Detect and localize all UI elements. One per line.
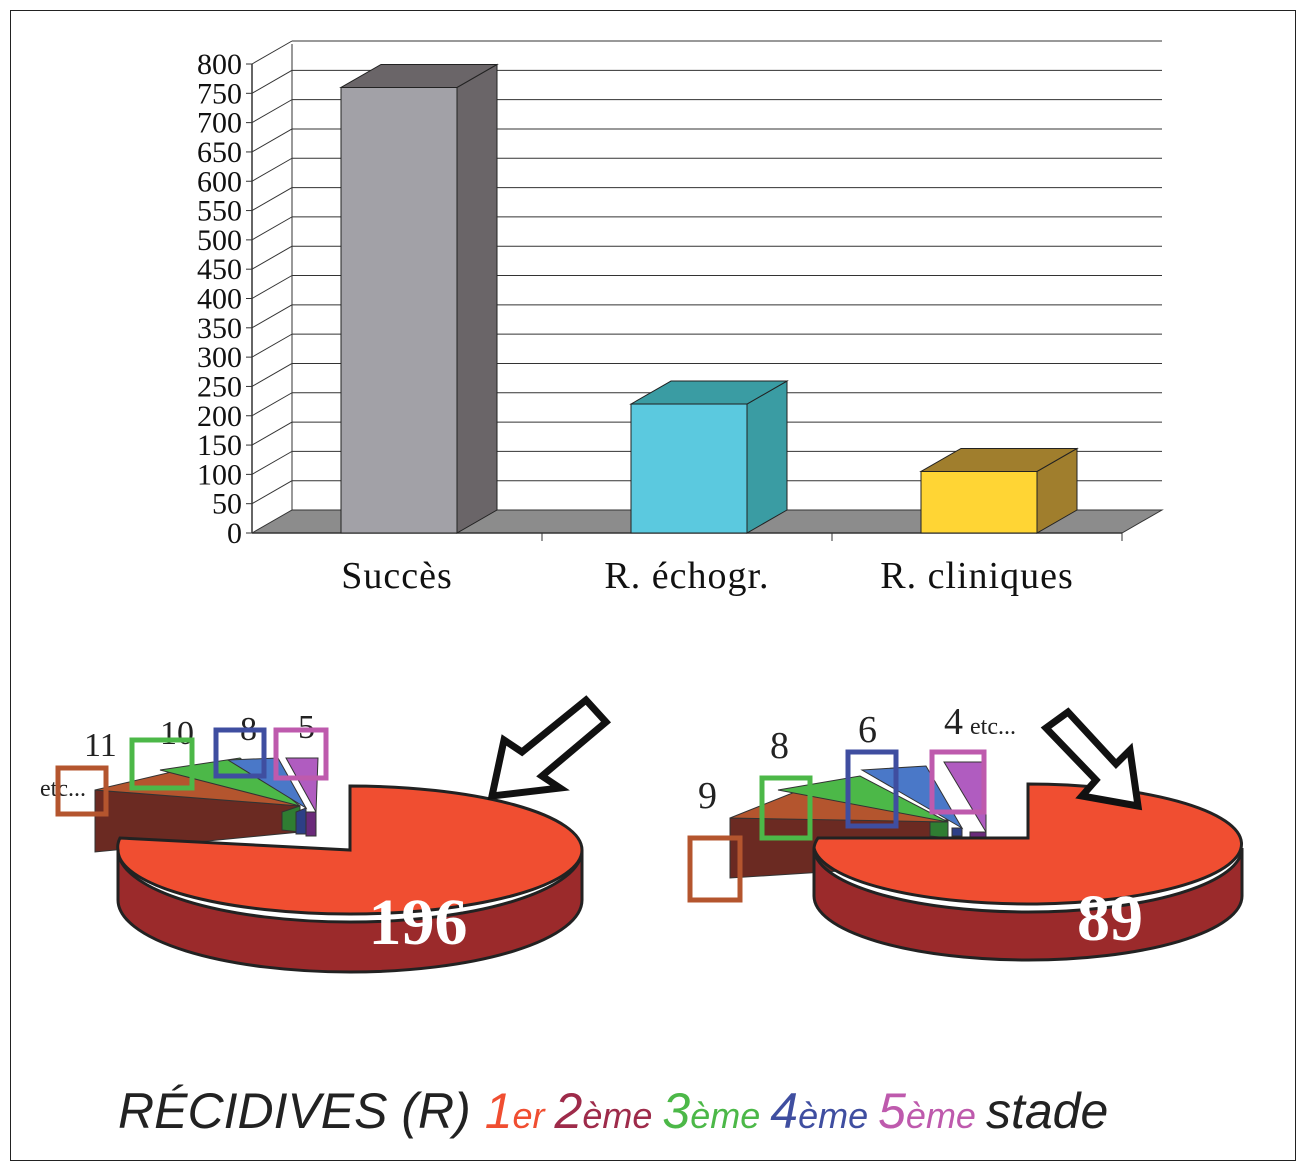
y-tick-label: 400 (197, 283, 242, 316)
legend: RÉCIDIVES (R) 1er 2ème 3ème 4ème 5ème st… (118, 1083, 1108, 1139)
grid-diagonal (251, 421, 293, 446)
pie1-total-label: 196 (369, 886, 468, 959)
pie1-slice-5th-side (305, 811, 317, 837)
pie1-slice-5th (285, 757, 319, 814)
grid-diagonal (251, 275, 293, 299)
pie1-slice-4th (226, 757, 308, 810)
grid-diagonal (251, 333, 293, 358)
pie1-box-5th (273, 727, 329, 781)
x-tick-label: R. échogr. (604, 555, 769, 597)
figure-frame (10, 10, 1296, 1161)
y-tick-label: 500 (197, 224, 242, 257)
pie1-box-4th (213, 727, 267, 779)
legend-stage-suffix: ème (582, 1095, 662, 1136)
grid-diagonal (251, 99, 293, 124)
bar-top (339, 63, 499, 88)
y-tick-label: 300 (197, 341, 242, 374)
x-tick-label: Succès (341, 555, 453, 597)
y-tick-label: 700 (197, 107, 242, 140)
legend-stage-suffix: ème (690, 1095, 770, 1136)
y-tick-label: 650 (197, 136, 242, 169)
pie2-etc-label: etc... (970, 714, 1016, 740)
pie2-label-5th: 4 (944, 701, 963, 743)
legend-stage-suffix: ème (798, 1095, 878, 1136)
grid-diagonal (251, 69, 293, 94)
legend-stage-suffix: ème (906, 1095, 986, 1136)
legend-stage-num: 5 (878, 1083, 906, 1139)
pie2-label-2nd: 9 (698, 775, 717, 817)
y-tick-label: 250 (197, 370, 242, 403)
legend-stage-num: 2 (554, 1083, 583, 1139)
pie1-arrow-icon (487, 695, 612, 801)
bar-top (919, 447, 1079, 472)
grid-diagonal (251, 392, 293, 417)
pie2-label-3rd: 8 (770, 725, 789, 767)
y-tick-label: 750 (197, 77, 242, 110)
pie1-box-3rd (129, 737, 195, 791)
pie2-box-5th (929, 749, 987, 815)
bar-front (920, 470, 1038, 534)
grid-diagonal (251, 450, 293, 475)
pie2-slice-1st (812, 782, 1243, 906)
bar-front (340, 86, 458, 534)
bars (339, 63, 1079, 534)
legend-stage-suffix: er (513, 1095, 555, 1136)
pie1-label-3rd: 10 (160, 715, 194, 752)
grid-diagonal (251, 480, 293, 505)
y-tick-label: 0 (227, 517, 242, 550)
pie2-slice-4th-side (951, 827, 963, 837)
pie-chart-2: 89 9 8 6 4 etc... (687, 701, 1244, 962)
pie2-arrow-icon (1040, 707, 1143, 811)
y-tick-label: 800 (197, 48, 242, 81)
y-tick-label: 50 (212, 488, 242, 521)
pie2-label-4th: 6 (858, 709, 877, 751)
pie1-slice-4th-side (295, 807, 307, 835)
y-tick-labels: 0501001502002503003504004505005506006507… (197, 48, 252, 550)
x-tick-labels: Succès R. échogr. R. cliniques (341, 533, 1123, 597)
y-tick-label: 550 (197, 195, 242, 228)
y-tick-label: 150 (197, 429, 242, 462)
grid-diagonal (251, 363, 293, 387)
legend-stage-num: 1 (485, 1083, 513, 1139)
pie2-box-2nd (687, 835, 743, 903)
pie2-slice-3rd (777, 775, 949, 823)
grid-diagonal (251, 216, 293, 241)
legend-end: stade (986, 1083, 1108, 1139)
pie1-etc-label: etc... (40, 776, 86, 802)
pie1-label-2nd: 11 (84, 727, 117, 764)
bar-chart: 0501001502002503003504004505005506006507… (197, 40, 1164, 597)
y-tick-label: 600 (197, 165, 242, 198)
legend-prefix: RÉCIDIVES (R) (118, 1083, 485, 1139)
grid-diagonal (251, 128, 293, 153)
pie1-slice-1st (116, 784, 584, 916)
x-tick-label: R. cliniques (880, 555, 1074, 597)
grid-diagonal (251, 40, 293, 65)
grid-diagonal (251, 304, 293, 329)
pie2-total-label: 89 (1077, 882, 1143, 955)
grid-diagonal (251, 187, 293, 211)
grid-diagonal (251, 157, 293, 182)
y-tick-label: 450 (197, 253, 242, 286)
pie2-slice-1st-side (812, 847, 1244, 962)
legend-stage-num: 4 (770, 1083, 798, 1139)
pie2-box-3rd (759, 775, 813, 841)
bar-side (746, 380, 788, 534)
grid-diagonal (251, 245, 293, 270)
pie1-box-2nd (55, 765, 109, 817)
pie2-box-4th (845, 749, 899, 829)
pie2-slice-3rd-side (929, 821, 949, 839)
y-tick-label: 200 (197, 400, 242, 433)
y-tick-label: 100 (197, 458, 242, 491)
pie1-slice-1st-side (116, 849, 584, 974)
y-tick-label: 350 (197, 312, 242, 345)
legend-stage-num: 3 (662, 1083, 690, 1139)
bar-side (456, 63, 498, 534)
bar-top (629, 380, 789, 405)
pie-chart-1: 196 11 etc... 10 8 5 (40, 695, 612, 974)
bar-front (630, 403, 748, 534)
